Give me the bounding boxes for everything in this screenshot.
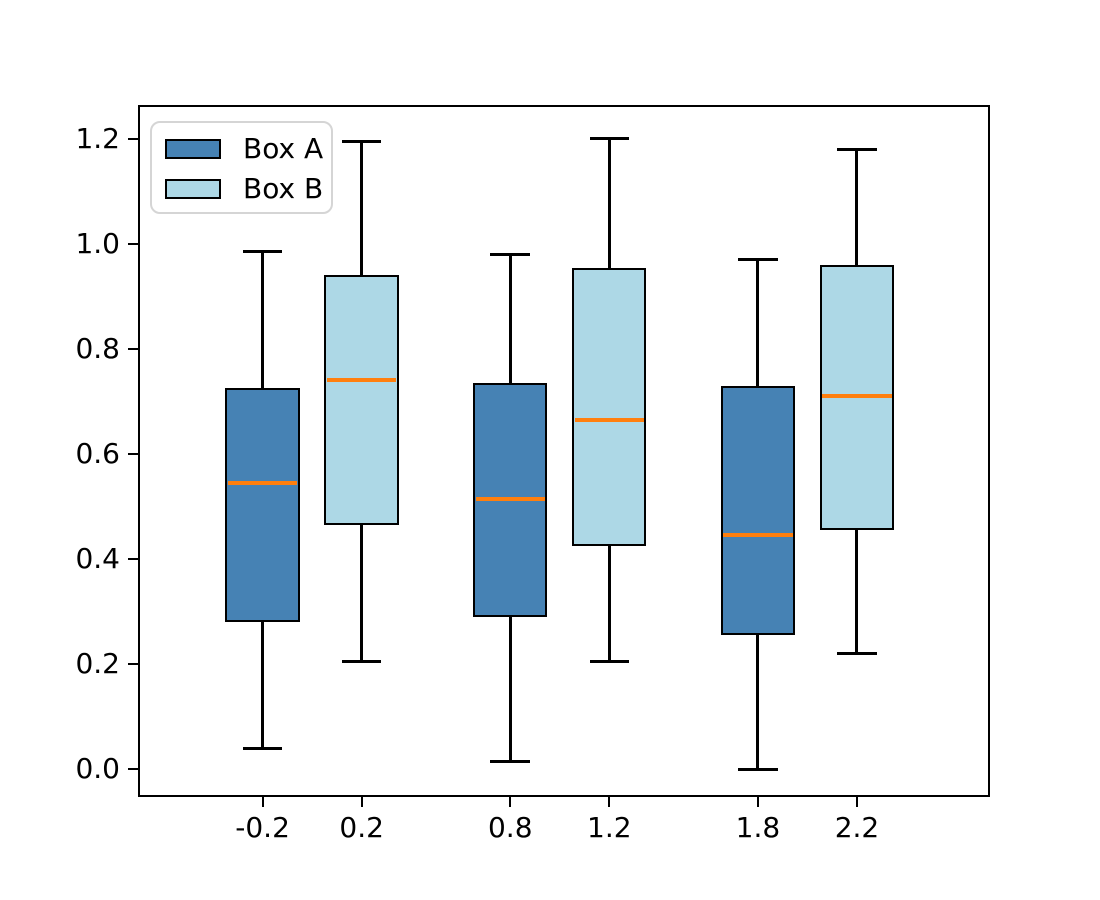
x-tick-mark xyxy=(360,797,363,807)
box-a-1-lower-whisker xyxy=(261,622,265,749)
legend-label-box-a: Box A xyxy=(243,132,324,165)
box-b-2-median-line xyxy=(574,417,644,422)
x-tick-mark xyxy=(509,797,512,807)
box-a-2-lower-cap xyxy=(490,759,531,763)
box-b-1-upper-cap xyxy=(341,139,382,143)
box-a-2-upper-whisker xyxy=(508,254,512,383)
legend-swatch-box-b xyxy=(165,179,221,199)
legend: Box A Box B xyxy=(150,121,333,214)
legend-swatch-box-a xyxy=(165,139,221,159)
y-tick-mark xyxy=(128,137,138,140)
x-tick-mark xyxy=(756,797,759,807)
y-tick-mark xyxy=(128,452,138,455)
box-b-1-upper-whisker xyxy=(360,141,364,276)
x-tick-label: -0.2 xyxy=(235,811,290,844)
y-tick-label: 1.0 xyxy=(75,226,120,260)
box-a-3-iqr-box xyxy=(720,385,796,636)
y-tick-mark xyxy=(128,663,138,666)
box-b-1-lower-cap xyxy=(341,659,382,663)
box-a-1-median-line xyxy=(227,480,298,485)
y-tick-mark xyxy=(128,557,138,560)
y-tick-label: 1.2 xyxy=(75,121,120,155)
box-b-2-upper-whisker xyxy=(607,138,611,269)
box-a-2-upper-cap xyxy=(490,252,531,256)
box-b-2-iqr-box xyxy=(572,268,647,546)
y-tick-label: 0.6 xyxy=(75,436,120,470)
legend-row-box-b: Box B xyxy=(165,169,331,209)
box-b-1-median-line xyxy=(326,378,397,383)
x-tick-mark xyxy=(608,797,611,807)
x-tick-label: 1.8 xyxy=(735,811,781,844)
legend-label-box-b: Box B xyxy=(243,172,324,205)
box-b-1-lower-whisker xyxy=(360,524,364,662)
box-a-3-lower-cap xyxy=(738,767,778,771)
box-b-2-upper-cap xyxy=(589,137,630,141)
box-a-3-upper-whisker xyxy=(756,259,760,386)
box-a-1-upper-cap xyxy=(242,250,283,254)
box-b-3-upper-cap xyxy=(837,147,877,151)
x-tick-label: 1.2 xyxy=(587,811,632,844)
box-b-3-median-line xyxy=(822,394,892,399)
box-a-2-lower-whisker xyxy=(508,616,512,762)
box-a-1-upper-whisker xyxy=(261,251,265,389)
y-tick-label: 0.0 xyxy=(75,752,120,786)
box-b-3-lower-cap xyxy=(837,652,877,656)
x-tick-label: 0.2 xyxy=(339,811,384,844)
legend-row-box-a: Box A xyxy=(165,129,331,169)
box-b-3-upper-whisker xyxy=(855,149,859,265)
box-b-1-iqr-box xyxy=(324,275,399,525)
box-b-2-lower-whisker xyxy=(607,545,611,662)
box-a-3-upper-cap xyxy=(738,257,778,261)
x-tick-mark xyxy=(855,797,858,807)
box-a-3-median-line xyxy=(723,533,793,538)
y-tick-mark xyxy=(128,242,138,245)
y-tick-label: 0.4 xyxy=(75,541,120,575)
y-tick-label: 0.8 xyxy=(75,331,120,365)
box-a-2-median-line xyxy=(475,496,545,501)
box-a-1-iqr-box xyxy=(225,388,300,623)
box-b-2-lower-cap xyxy=(589,659,630,663)
x-tick-label: 2.2 xyxy=(834,811,880,844)
x-tick-label: 0.8 xyxy=(487,811,533,844)
box-a-1-lower-cap xyxy=(242,746,283,750)
y-tick-label: 0.2 xyxy=(75,647,120,681)
box-a-3-lower-whisker xyxy=(756,635,760,770)
y-tick-mark xyxy=(128,768,138,771)
x-tick-mark xyxy=(261,797,264,807)
box-b-3-lower-whisker xyxy=(855,530,859,654)
y-tick-mark xyxy=(128,347,138,350)
